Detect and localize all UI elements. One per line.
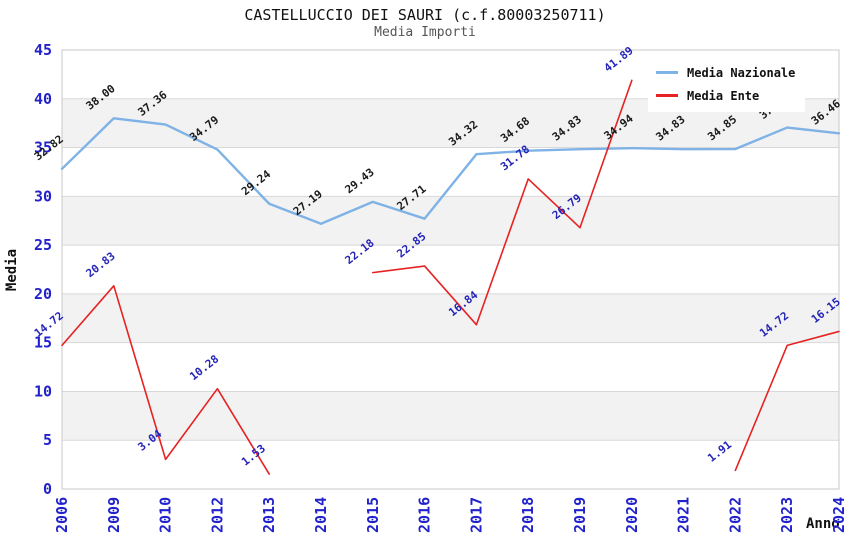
x-tick-label: 2021: [675, 497, 693, 533]
x-tick-label: 2023: [778, 497, 796, 533]
y-tick-label: 40: [34, 90, 52, 108]
y-tick-label: 25: [34, 236, 52, 254]
legend-item-media-nazionale: Media Nazionale: [656, 61, 795, 84]
y-tick-label: 20: [34, 285, 52, 303]
plot-border: [61, 49, 840, 490]
x-tick-label: 2010: [157, 497, 175, 533]
x-tick-label: 2013: [260, 497, 278, 533]
y-tick-label: 35: [34, 139, 52, 157]
data-label: 32.82: [32, 133, 66, 164]
y-tick-label: 0: [43, 480, 52, 498]
x-tick-label: 2015: [364, 497, 382, 533]
y-tick-labels: 0 5 10 15 20 25 30 35 40 45: [34, 41, 52, 498]
y-tick-label: 5: [43, 431, 52, 449]
y-tick-label: 15: [34, 334, 52, 352]
legend-label-media-nazionale: Media Nazionale: [687, 65, 796, 80]
media-ente-line-swatch: [656, 94, 678, 97]
data-label: 41.89: [602, 44, 636, 75]
plot-bands: [62, 98, 839, 441]
x-tick-label: 2014: [312, 497, 330, 533]
x-tick-label: 2006: [53, 497, 71, 533]
data-label: 20.83: [84, 250, 118, 281]
series-line-ente: [61, 79, 840, 475]
y-tick-label: 10: [34, 382, 52, 400]
y-tick-label: 45: [34, 41, 52, 59]
x-tick-label: 2019: [571, 497, 589, 533]
data-label: 29.24: [239, 167, 273, 198]
legend-item-media-ente: Media Ente: [656, 84, 795, 107]
x-tick-label: 2020: [623, 497, 641, 533]
data-label: 29.43: [343, 166, 377, 197]
x-tick-label: 2018: [519, 497, 537, 533]
x-tick-label: 2024: [830, 497, 848, 533]
chart-subtitle: Media Importi: [374, 25, 476, 40]
x-tick-label: 2012: [208, 497, 226, 533]
data-label: 10.28: [187, 352, 221, 383]
y-tick-label: 30: [34, 187, 52, 205]
legend: Media Nazionale Media Ente: [648, 56, 806, 112]
x-axis-title: Anno: [806, 516, 840, 532]
chart-title: CASTELLUCCIO DEI SAURI (c.f.80003250711): [244, 6, 606, 24]
data-label: 1.91: [705, 438, 734, 465]
media-nazionale-line-swatch: [656, 71, 678, 74]
series-line-nazionale: [60, 117, 841, 225]
legend-label-media-ente: Media Ente: [687, 88, 760, 103]
x-tick-labels: 2006 2009 2010 2012 2013 2014 2015 2016 2017 2018…: [53, 497, 848, 533]
x-tick-label: 2022: [726, 497, 744, 533]
x-tick-label: 2017: [467, 497, 485, 533]
x-tick-label: 2016: [416, 497, 434, 533]
x-tick-label: 2009: [105, 497, 123, 533]
